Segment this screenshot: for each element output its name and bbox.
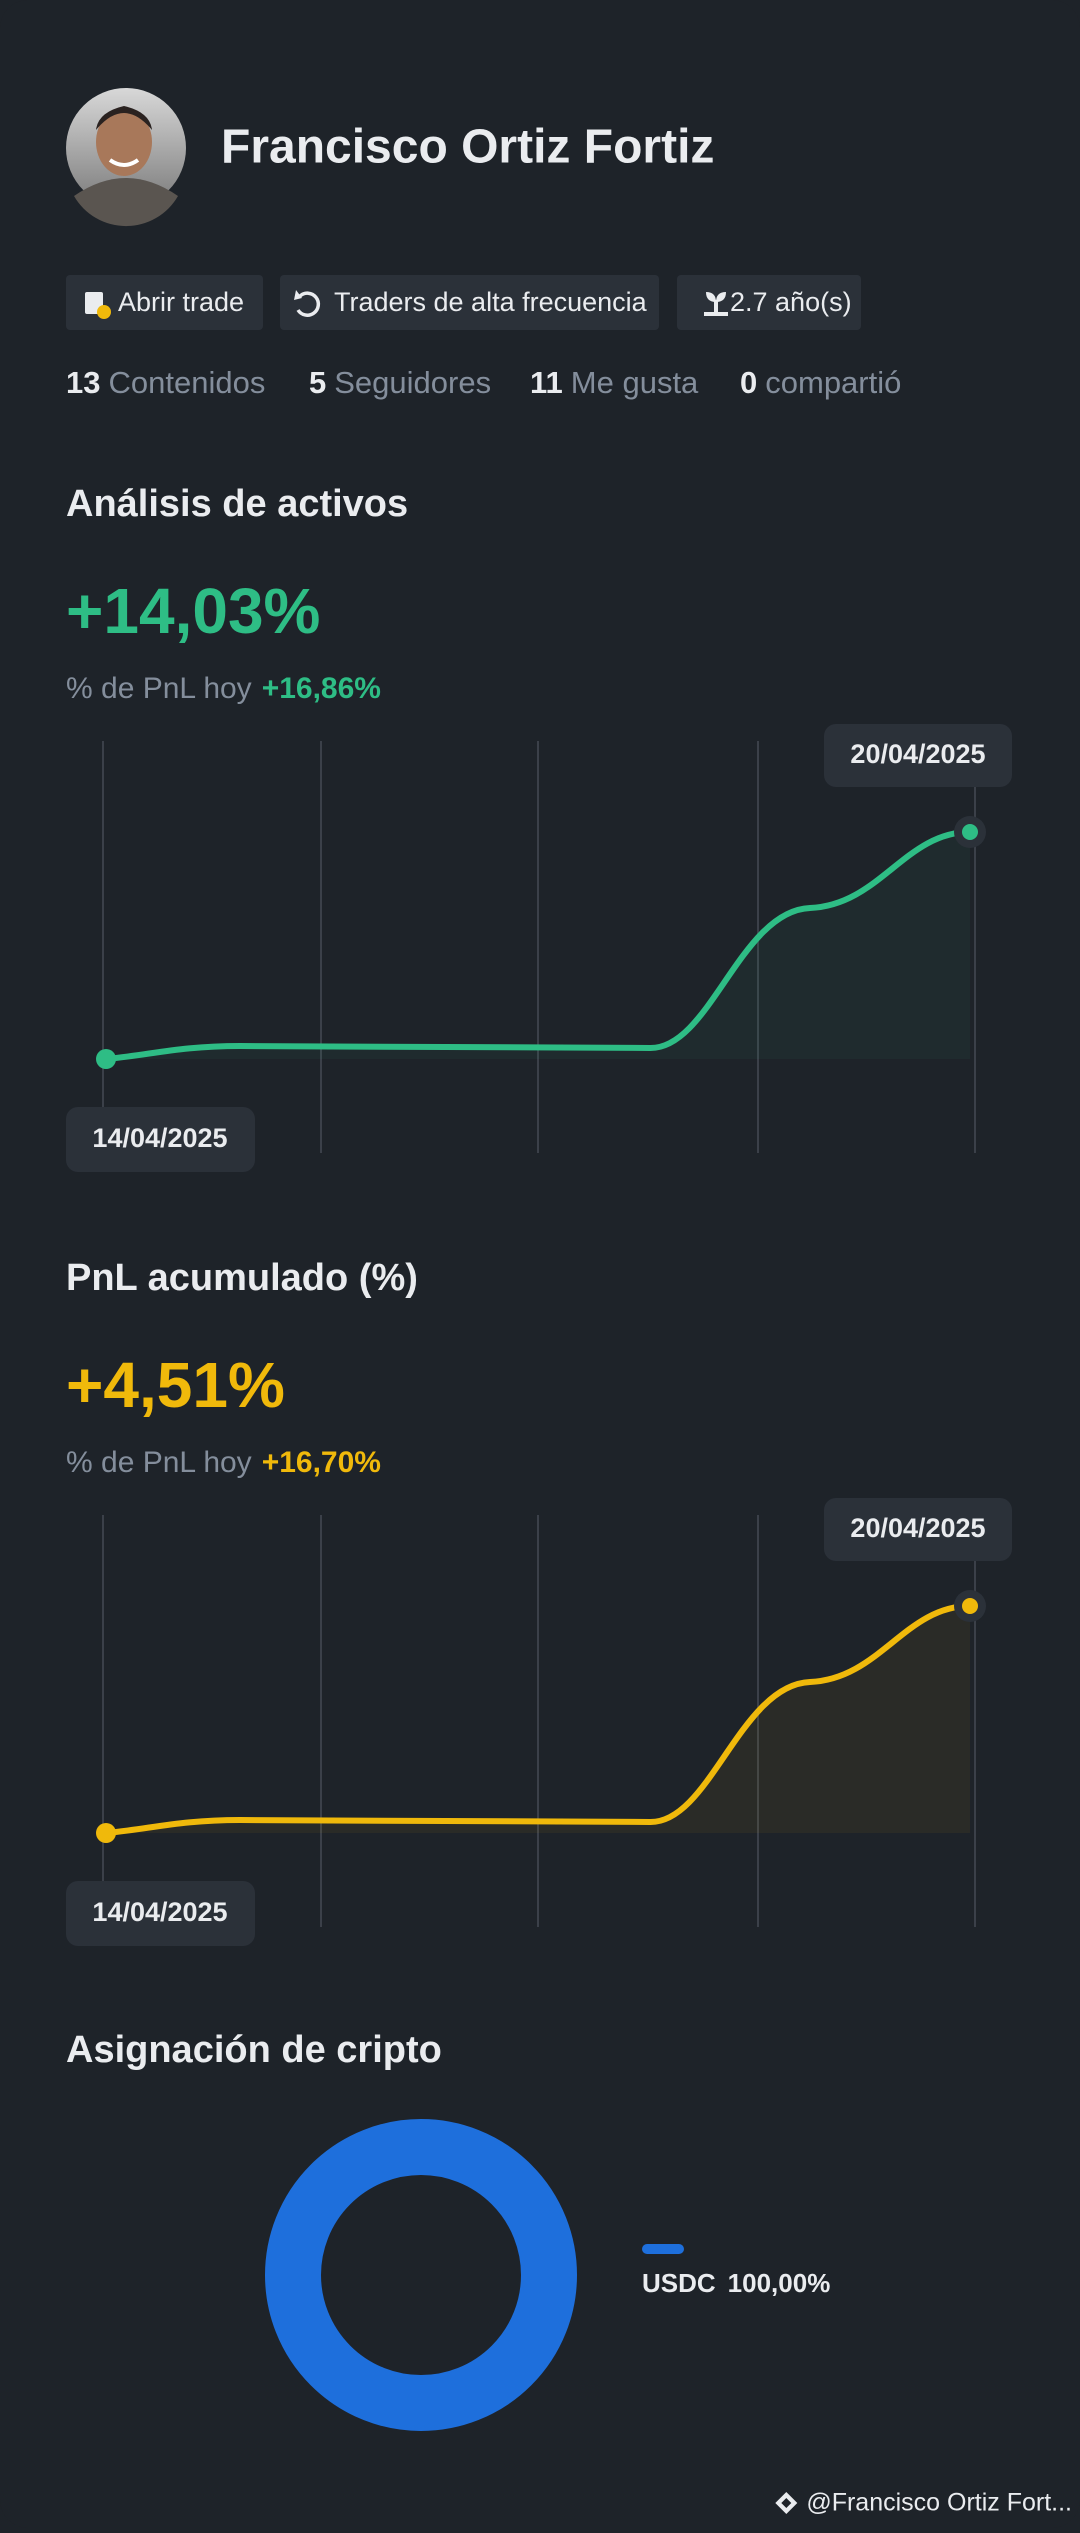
stat-count: 5 [309,365,326,400]
trade-icon [85,292,111,319]
chart-area [106,832,970,1059]
stats-row: 13 Contenidos 5 Seguidores 11 Me gusta 0 compar… [66,365,901,400]
date-badge [824,724,1012,787]
legend-swatch [642,2244,684,2254]
stat-label: Contenidos [108,365,265,400]
date-badge [824,1498,1012,1561]
daily-pnl: % de PnL hoy +16,70% [66,1446,381,1479]
pnl-section: Análisis de activos +14,03% % de PnL hoy +1… [66,483,1012,1172]
stat-count: 0 [740,365,757,400]
section-title: PnL acumulado (%) [66,1257,418,1299]
daily-pnl-value: +16,86% [262,672,381,705]
date-badge [66,1881,255,1946]
tag-chip [677,275,861,330]
stat-label: Seguidores [334,365,491,400]
stat-label: Me gusta [571,365,699,400]
stat-count: 13 [66,365,100,400]
tag-label: Abrir trade [118,287,244,317]
stat-label: compartió [765,365,901,400]
start-date: 14/04/2025 [92,1123,227,1153]
end-date: 20/04/2025 [850,739,985,769]
legend-asset: USDC [642,2268,716,2298]
headline-value: +14,03% [66,575,320,647]
sprout-icon [704,292,728,316]
chart-line [103,829,973,1062]
legend-share: 100,00% [728,2268,831,2298]
chart-line [103,1603,973,1836]
section-title: Análisis de activos [66,483,408,525]
tag-label: 2.7 año(s) [730,287,852,317]
headline-value: +4,51% [66,1349,285,1421]
start-point [96,1823,116,1843]
daily-pnl-label: % de PnL hoy [66,1446,252,1479]
donut-ring [265,2119,577,2431]
daily-pnl-value: +16,70% [262,1446,381,1479]
tag-label: Traders de alta frecuencia [334,287,648,317]
stat: 5 Seguidores [309,365,491,400]
allocation: USDC 100,00% [265,2119,830,2431]
tag-chip [66,275,263,330]
end-point [962,824,978,840]
stat: 11 Me gusta [530,365,699,400]
watermark: @Francisco Ortiz Fort... [806,2489,1072,2517]
tag-chip [280,275,659,330]
brand-icon [775,2492,798,2514]
daily-pnl: % de PnL hoy +16,86% [66,672,381,705]
end-date: 20/04/2025 [850,1513,985,1543]
stat: 0 compartió [740,365,901,400]
start-date: 14/04/2025 [92,1897,227,1927]
legend-entry: USDC 100,00% [642,2268,830,2298]
stat-count: 11 [530,365,563,400]
section-title: Asignación de cripto [66,2029,442,2071]
sections: Análisis de activos +14,03% % de PnL hoy +1… [66,483,1012,1946]
chart-area [106,1606,970,1833]
avatar [66,88,186,227]
start-point [96,1049,116,1069]
stat: 13 Contenidos [66,365,265,400]
end-point [962,1598,978,1614]
footer: @Francisco Ortiz Fort... [775,2489,1072,2517]
refresh-icon [294,290,321,317]
daily-pnl-label: % de PnL hoy [66,672,252,705]
profile-name: Francisco Ortiz Fortiz [221,121,714,174]
pnl-section: PnL acumulado (%) +4,51% % de PnL hoy +16,7… [66,1257,1012,1946]
date-badge [66,1107,255,1172]
